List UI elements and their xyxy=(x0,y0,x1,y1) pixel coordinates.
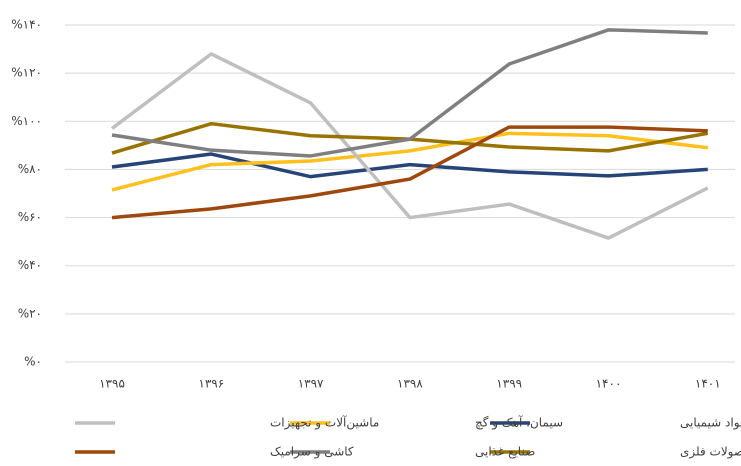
x-tick-label: ۱۴۰۱ xyxy=(695,377,721,391)
y-tick-label: %۱۲۰ xyxy=(11,66,42,80)
legend-label: سیمان، آهک و گچ xyxy=(475,415,563,431)
y-tick-label: %۸۰ xyxy=(18,162,42,176)
x-tick-label: ۱۳۹۷ xyxy=(298,377,324,391)
series-line xyxy=(111,131,709,192)
y-tick-label: %۰ xyxy=(24,355,42,369)
x-tick-label: ۱۳۹۸ xyxy=(397,377,423,391)
series-line xyxy=(111,125,708,220)
x-tick-label: ۱۳۹۵ xyxy=(99,377,125,391)
y-tick-label: %۶۰ xyxy=(18,210,42,224)
legend-label: ماشین‌آلات و تجهیزات xyxy=(270,415,379,431)
x-tick-label: ۱۳۹۹ xyxy=(496,377,522,391)
y-tick-label: %۱۴۰ xyxy=(11,18,42,32)
legend-label: مواد شیمیایی xyxy=(680,416,741,431)
series-line xyxy=(111,152,708,179)
y-tick-label: %۲۰ xyxy=(18,306,42,320)
series-line xyxy=(111,28,708,158)
series-line xyxy=(110,52,709,240)
legend-label: محصولات فلزی xyxy=(680,445,741,460)
x-tick-label: ۱۴۰۰ xyxy=(596,377,622,391)
y-tick-label: %۱۰۰ xyxy=(11,114,42,128)
y-tick-label: %۴۰ xyxy=(18,258,42,272)
legend-label: کاشی و سرامیک xyxy=(270,445,354,460)
x-tick-label: ۱۳۹۶ xyxy=(198,377,224,391)
legend-label: صنایع غذایی xyxy=(475,445,535,459)
